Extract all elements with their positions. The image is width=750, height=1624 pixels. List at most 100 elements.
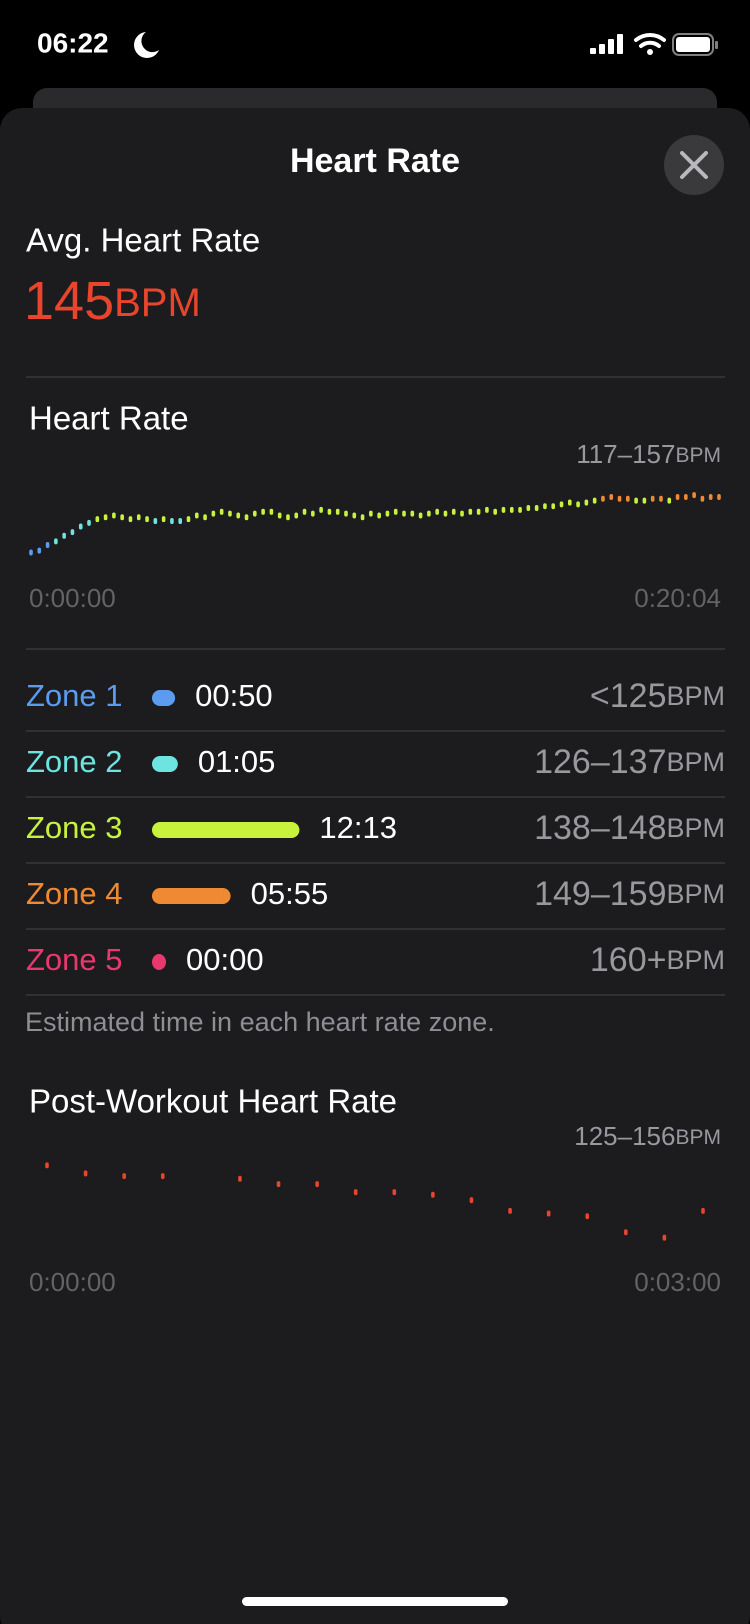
data-point xyxy=(153,518,158,524)
summary-value: 145BPM xyxy=(24,271,201,331)
data-point xyxy=(642,497,647,504)
data-point xyxy=(186,516,191,523)
data-point xyxy=(286,514,290,521)
data-point xyxy=(634,497,638,504)
data-point xyxy=(675,493,680,500)
data-point xyxy=(344,510,348,517)
data-point xyxy=(211,510,216,517)
data-point xyxy=(559,501,564,508)
data-point xyxy=(83,1170,88,1177)
zone-bar xyxy=(152,954,166,970)
data-point xyxy=(427,510,431,517)
range-unit: BPM xyxy=(666,879,725,909)
data-point xyxy=(392,1189,397,1196)
range-unit: BPM xyxy=(666,681,725,711)
data-point xyxy=(377,512,381,519)
range-value: 125–156 xyxy=(574,1121,675,1151)
data-point xyxy=(311,510,315,517)
data-point xyxy=(617,495,622,502)
data-point xyxy=(418,512,423,519)
data-point xyxy=(684,493,688,500)
zone-time: 12:13 xyxy=(319,810,397,845)
data-point xyxy=(501,506,506,513)
close-button[interactable] xyxy=(664,135,724,195)
data-point xyxy=(435,508,439,515)
data-point xyxy=(178,518,183,524)
range-value: <125 xyxy=(590,677,667,715)
moon-icon xyxy=(134,32,159,58)
data-point xyxy=(203,514,207,521)
range-value: 117–157 xyxy=(576,439,675,469)
signal-icon xyxy=(590,34,623,54)
data-point xyxy=(112,512,116,519)
data-point xyxy=(717,493,721,500)
range-unit: BPM xyxy=(675,444,721,467)
data-point xyxy=(160,1173,165,1180)
home-indicator xyxy=(242,1597,508,1606)
data-point xyxy=(335,508,340,515)
data-point xyxy=(659,495,663,502)
data-point xyxy=(584,499,589,506)
data-point xyxy=(592,497,597,504)
range-label: 125–156BPM xyxy=(574,1121,721,1151)
data-point xyxy=(609,493,614,500)
data-point xyxy=(385,510,390,517)
zone-time: 00:00 xyxy=(186,942,264,977)
x-start-label: 0:00:00 xyxy=(29,583,116,613)
data-point xyxy=(476,508,481,515)
range-label: 149–159BPM xyxy=(534,875,725,913)
status-time: 06:22 xyxy=(37,27,109,58)
data-point xyxy=(261,508,265,515)
sheet-title: Heart Rate xyxy=(290,142,460,180)
data-point xyxy=(493,508,497,515)
data-point xyxy=(353,1189,358,1196)
data-point xyxy=(244,514,249,521)
data-point xyxy=(443,510,448,517)
avg-value: 145 xyxy=(24,271,114,331)
data-point xyxy=(393,508,398,515)
data-point xyxy=(327,508,332,515)
data-point xyxy=(692,492,696,499)
close-icon[interactable] xyxy=(680,151,708,179)
data-point xyxy=(352,512,357,519)
data-point xyxy=(269,508,274,515)
data-point xyxy=(228,510,232,517)
data-point xyxy=(534,505,539,512)
range-label: 126–137BPM xyxy=(534,743,725,781)
data-point xyxy=(37,547,42,554)
data-point xyxy=(468,508,473,515)
range-unit: BPM xyxy=(666,813,725,843)
range-unit: BPM xyxy=(675,1126,721,1149)
chart-title: Heart Rate xyxy=(29,400,189,437)
wifi-icon xyxy=(634,32,666,48)
data-point xyxy=(128,516,133,523)
zone-note: Estimated time in each heart rate zone. xyxy=(25,1007,495,1037)
zone-bar xyxy=(152,822,300,838)
data-point xyxy=(551,503,556,510)
data-point xyxy=(526,505,531,512)
range-value: 138–148 xyxy=(534,809,666,847)
data-point xyxy=(95,516,100,523)
range-label: 117–157BPM xyxy=(576,439,721,469)
data-point xyxy=(70,529,75,536)
data-point xyxy=(78,523,83,530)
avg-unit: BPM xyxy=(114,281,201,325)
data-point xyxy=(136,514,141,521)
data-point xyxy=(567,499,572,506)
data-point xyxy=(120,514,124,521)
data-point xyxy=(650,495,655,502)
data-point xyxy=(469,1197,474,1204)
data-point xyxy=(700,495,705,502)
data-point xyxy=(145,516,149,523)
data-point xyxy=(369,510,373,517)
data-point xyxy=(302,508,307,515)
data-point xyxy=(518,506,522,513)
battery-level xyxy=(676,37,710,52)
chart-title: Post-Workout Heart Rate xyxy=(29,1083,397,1120)
data-point xyxy=(402,510,406,517)
data-point xyxy=(543,503,547,510)
data-point xyxy=(701,1207,705,1214)
zone-name: Zone 5 xyxy=(26,942,123,977)
